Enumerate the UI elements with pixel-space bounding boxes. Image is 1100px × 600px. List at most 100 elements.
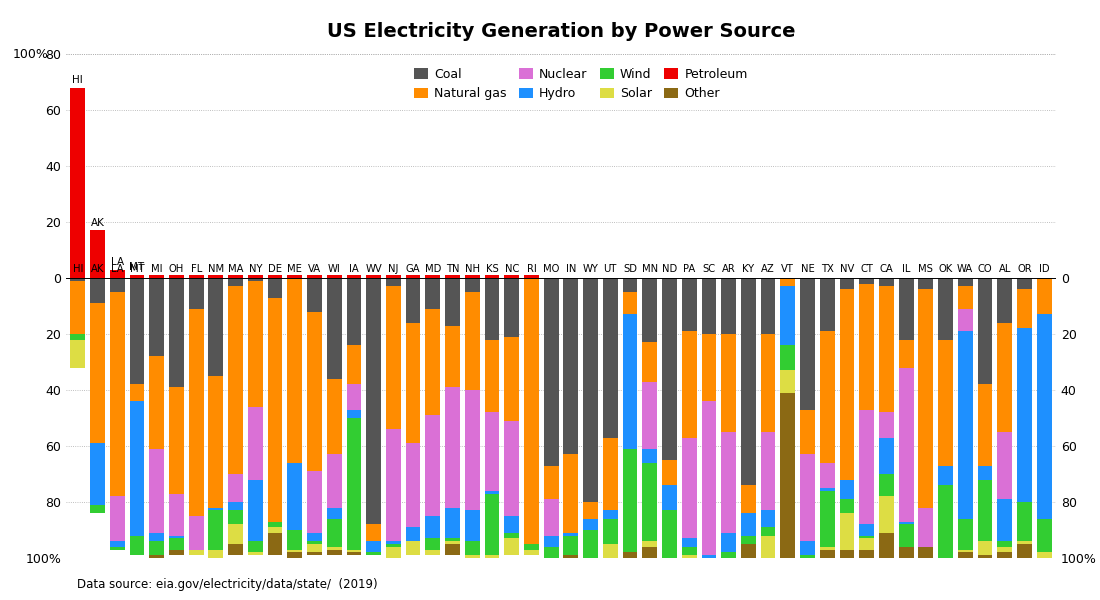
Bar: [682, 437, 696, 538]
Bar: [780, 278, 795, 286]
Bar: [406, 275, 420, 278]
Bar: [267, 298, 283, 521]
Bar: [307, 541, 322, 544]
Bar: [248, 281, 263, 407]
Bar: [426, 516, 440, 538]
Text: SC: SC: [702, 264, 715, 274]
Bar: [563, 454, 579, 533]
Bar: [346, 385, 361, 410]
Text: MD: MD: [425, 264, 441, 274]
Bar: [307, 544, 322, 553]
Bar: [426, 550, 440, 555]
Bar: [839, 479, 855, 499]
Bar: [899, 547, 913, 558]
Bar: [543, 547, 559, 558]
Bar: [465, 541, 480, 555]
Bar: [327, 550, 342, 555]
Legend: Coal, Natural gas, Nuclear, Hydro, Wind, Solar, Petroleum, Other: Coal, Natural gas, Nuclear, Hydro, Wind,…: [411, 65, 750, 103]
Bar: [228, 502, 243, 511]
Bar: [267, 533, 283, 555]
Bar: [287, 278, 303, 463]
Bar: [938, 466, 953, 485]
Bar: [839, 513, 855, 550]
Bar: [1037, 314, 1052, 519]
Bar: [287, 463, 303, 530]
Bar: [70, 88, 85, 278]
Text: WI: WI: [328, 264, 341, 274]
Bar: [543, 278, 559, 466]
Bar: [741, 278, 756, 485]
Bar: [70, 334, 85, 340]
Text: KS: KS: [485, 264, 498, 274]
Bar: [485, 275, 499, 278]
Bar: [228, 474, 243, 502]
Bar: [820, 491, 835, 547]
Bar: [504, 275, 519, 278]
Bar: [543, 466, 559, 499]
Bar: [879, 533, 894, 558]
Text: Data source: eia.gov/electricity/data/state/  (2019): Data source: eia.gov/electricity/data/st…: [77, 578, 377, 591]
Bar: [228, 275, 243, 278]
Text: GA: GA: [406, 264, 420, 274]
Bar: [918, 547, 933, 558]
Bar: [327, 275, 342, 278]
Bar: [386, 544, 400, 547]
Bar: [504, 538, 519, 555]
Text: AK: AK: [91, 264, 104, 274]
Bar: [780, 370, 795, 393]
Bar: [169, 550, 184, 555]
Bar: [504, 533, 519, 538]
Bar: [248, 407, 263, 479]
Bar: [386, 547, 400, 558]
Bar: [859, 538, 874, 550]
Bar: [820, 550, 835, 558]
Bar: [189, 278, 204, 309]
Bar: [485, 340, 499, 412]
Bar: [169, 494, 184, 536]
Bar: [287, 550, 303, 553]
Bar: [426, 275, 440, 278]
Bar: [938, 485, 953, 558]
Text: SD: SD: [623, 264, 637, 274]
Bar: [346, 410, 361, 418]
Bar: [839, 550, 855, 558]
Bar: [169, 536, 184, 538]
Text: IA: IA: [349, 264, 359, 274]
Bar: [879, 286, 894, 412]
Bar: [859, 278, 874, 284]
Bar: [918, 289, 933, 508]
Text: DE: DE: [268, 264, 282, 274]
Bar: [662, 278, 676, 460]
Bar: [406, 278, 420, 323]
Text: ND: ND: [662, 264, 678, 274]
Text: VA: VA: [308, 264, 321, 274]
Bar: [1037, 278, 1052, 314]
Bar: [346, 345, 361, 385]
Bar: [722, 432, 736, 533]
Bar: [406, 541, 420, 555]
Bar: [366, 553, 381, 555]
Bar: [563, 278, 579, 454]
Bar: [899, 368, 913, 521]
Text: OK: OK: [938, 264, 953, 274]
Text: TX: TX: [821, 264, 834, 274]
Bar: [662, 485, 676, 511]
Bar: [741, 513, 756, 536]
Text: NJ: NJ: [388, 264, 398, 274]
Bar: [209, 376, 223, 508]
Bar: [465, 390, 480, 511]
Bar: [110, 547, 124, 550]
Bar: [465, 278, 480, 292]
Bar: [603, 519, 618, 544]
Bar: [642, 382, 657, 449]
Bar: [130, 275, 144, 278]
Bar: [346, 278, 361, 345]
Bar: [543, 499, 559, 536]
Bar: [307, 311, 322, 471]
Text: HI: HI: [73, 75, 84, 85]
Bar: [978, 278, 992, 385]
Bar: [267, 521, 283, 527]
Bar: [722, 553, 736, 558]
Bar: [209, 511, 223, 550]
Bar: [307, 533, 322, 541]
